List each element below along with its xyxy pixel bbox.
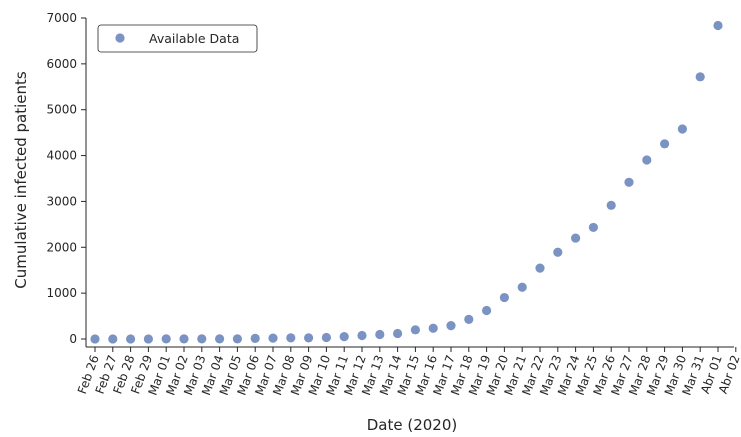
data-point [428,323,438,333]
data-point [553,247,563,257]
data-point [268,333,278,343]
data-point [215,334,225,344]
data-point [179,334,189,344]
y-tick-label: 4000 [46,149,77,163]
legend-label: Available Data [149,31,239,46]
y-tick-label: 3000 [46,194,77,208]
data-point [446,321,456,331]
data-point [410,325,420,335]
data-point [161,334,171,344]
y-axis-ticks: 0 1000 2000 3000 4000 5000 6000 7000 [46,11,86,346]
data-point [642,155,652,165]
x-axis-label: Date (2020) [367,416,458,434]
data-point [108,334,118,344]
y-tick-label: 7000 [46,11,77,25]
legend: Available Data [97,24,258,53]
data-point [375,329,385,340]
data-point [232,334,242,344]
y-tick-label: 1000 [46,286,77,300]
data-point [464,314,474,324]
data-point [535,263,545,273]
data-point [143,334,153,344]
data-point [250,333,260,344]
data-point [571,233,581,243]
data-point [90,334,100,344]
y-tick-label: 5000 [46,103,77,117]
data-point [126,334,136,344]
y-axis-label: Cumulative infected patients [12,71,30,289]
scatter-points [90,20,723,344]
data-point [357,330,367,341]
data-point [660,139,670,149]
data-point [713,20,723,31]
y-tick-label: 2000 [46,240,77,254]
data-point [606,200,616,210]
data-point [393,328,403,339]
legend-marker [115,33,125,43]
data-point [339,332,349,342]
data-point [286,333,296,343]
data-point [588,222,599,233]
data-point [677,124,688,134]
data-point [197,334,207,344]
data-point [482,305,492,316]
data-point [517,282,527,292]
data-point [695,72,705,82]
y-tick-label: 0 [69,332,77,346]
data-point [624,177,634,187]
data-point [321,332,331,343]
y-tick-label: 6000 [46,57,77,71]
data-point [304,333,314,343]
data-point [499,292,509,303]
legend-frame [97,24,258,53]
